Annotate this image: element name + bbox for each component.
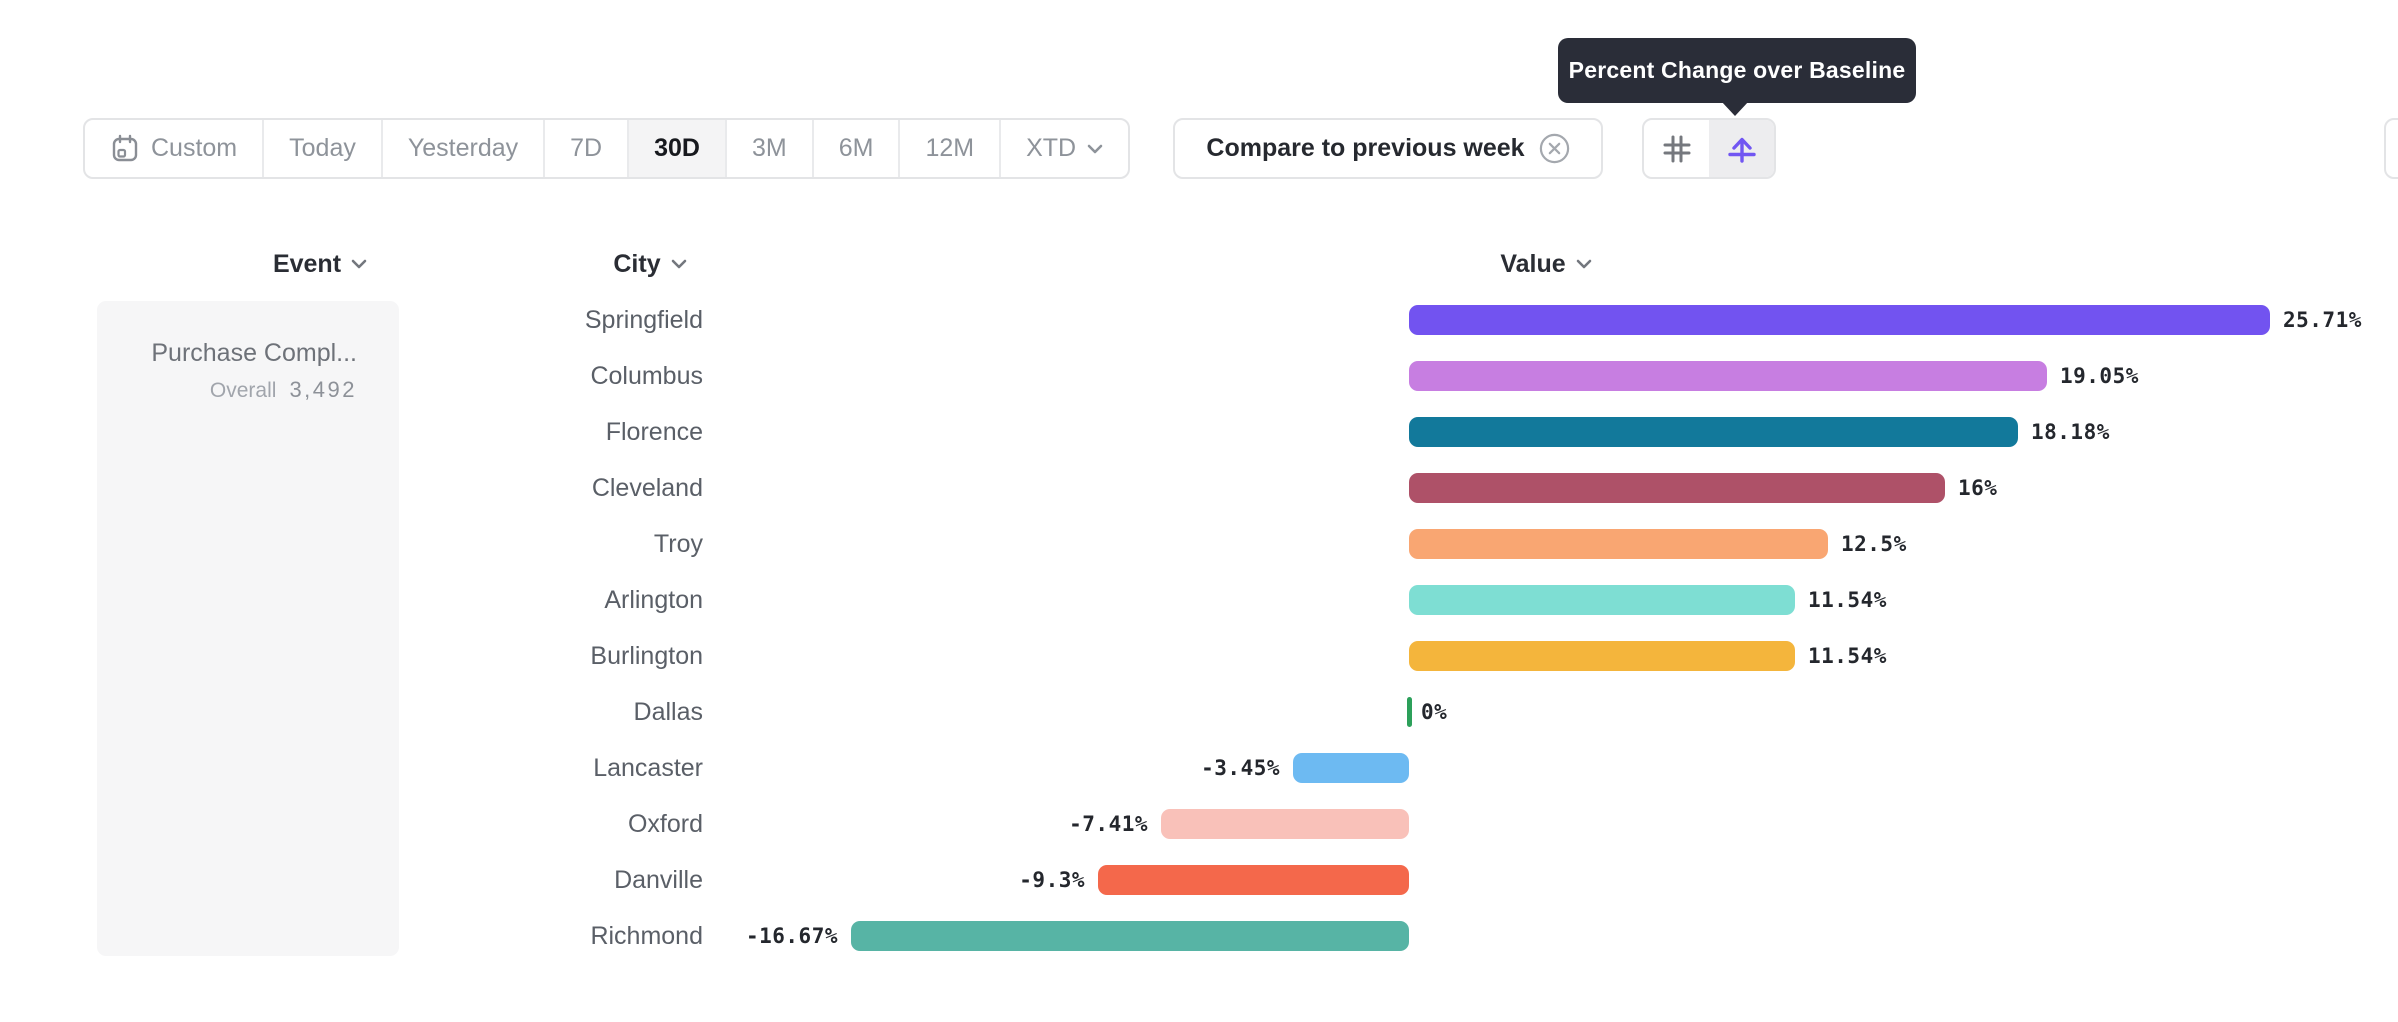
value-label: -9.3% [1019, 868, 1085, 892]
event-overall: Overall 3,492 [97, 377, 357, 403]
column-header-city[interactable]: City [570, 248, 730, 280]
city-label: Columbus [590, 362, 703, 390]
value-bar[interactable] [1407, 697, 1412, 727]
column-header-label: Event [272, 249, 342, 278]
hash-grid-icon [1663, 135, 1690, 162]
date-range-label: Today [289, 134, 356, 162]
overall-label: Overall [209, 379, 277, 402]
event-title: Purchase Compl... [151, 339, 357, 367]
date-range-xtd[interactable]: XTD [1001, 120, 1128, 177]
date-range-30d[interactable]: 30D [629, 120, 727, 177]
overall-value: 3,492 [289, 377, 357, 402]
date-range-3m[interactable]: 3M [727, 120, 814, 177]
date-range-7d[interactable]: 7D [545, 120, 630, 177]
date-range-today[interactable]: Today [264, 120, 383, 177]
city-label: Lancaster [593, 754, 703, 782]
city-label: Dallas [633, 698, 703, 726]
chevron-down-icon [1087, 144, 1103, 153]
date-range-control: Custom Today Yesterday 7D 30D 3M 6M 12M XTD [83, 118, 1131, 179]
date-range-6m[interactable]: 6M [814, 120, 901, 177]
hash-grid-toggle[interactable] [1644, 120, 1709, 177]
event-panel[interactable]: Purchase Compl... Overall 3,492 [97, 301, 399, 956]
city-label: Cleveland [591, 474, 703, 502]
date-range-custom[interactable]: Custom [85, 120, 265, 177]
tooltip: Percent Change over Baseline [1558, 38, 1916, 103]
value-label: 12.5% [1841, 532, 1907, 556]
value-label: 19.05% [2060, 364, 2139, 388]
date-range-yesterday[interactable]: Yesterday [383, 120, 546, 177]
date-range-label: Yesterday [407, 134, 519, 162]
compare-label: Compare to previous week [1206, 134, 1525, 162]
value-bar[interactable] [1293, 753, 1409, 783]
date-range-label: 7D [570, 134, 603, 162]
date-range-label: Custom [151, 134, 238, 162]
city-label: Danville [614, 866, 703, 894]
value-bar[interactable] [1409, 305, 2270, 335]
value-label: -16.67% [745, 924, 838, 948]
city-label: Arlington [604, 586, 703, 614]
date-range-label: XTD [1026, 134, 1077, 162]
chevron-down-icon [671, 259, 686, 269]
tooltip-arrow [1721, 101, 1749, 116]
chevron-down-icon [1576, 259, 1591, 269]
clipped-button[interactable] [2384, 118, 2398, 179]
value-bar[interactable] [1409, 417, 2018, 447]
city-label: Florence [605, 418, 703, 446]
value-label: 11.54% [1808, 588, 1887, 612]
city-label: Troy [653, 530, 703, 558]
value-label: 18.18% [2031, 420, 2110, 444]
value-label: 25.71% [2283, 308, 2362, 332]
value-label: 0% [1421, 700, 1448, 724]
value-label: 16% [1958, 476, 1998, 500]
value-bar[interactable] [851, 921, 1409, 951]
city-label: Oxford [627, 810, 703, 838]
column-header-value[interactable]: Value [1466, 248, 1626, 280]
calendar-icon [112, 134, 138, 162]
compare-button[interactable]: Compare to previous week [1173, 118, 1603, 179]
date-range-label: 6M [838, 134, 874, 162]
date-range-12m[interactable]: 12M [900, 120, 1002, 177]
city-label: Richmond [590, 922, 703, 950]
value-bar[interactable] [1409, 473, 1945, 503]
column-header-label: Value [1500, 249, 1566, 278]
city-label: Springfield [584, 306, 703, 334]
date-range-label: 30D [654, 134, 700, 162]
value-bar[interactable] [1409, 529, 1828, 559]
value-label: -3.45% [1201, 756, 1280, 780]
value-bar[interactable] [1098, 865, 1409, 895]
value-label: 11.54% [1808, 644, 1887, 668]
column-header-label: City [613, 249, 661, 278]
chevron-down-icon [351, 259, 367, 269]
value-bar[interactable] [1409, 641, 1795, 671]
value-bar[interactable] [1409, 361, 2047, 391]
baseline-lift-icon [1727, 137, 1756, 163]
tooltip-text: Percent Change over Baseline [1568, 57, 1906, 83]
date-range-label: 3M [751, 134, 787, 162]
city-label: Burlington [590, 642, 703, 670]
value-bar[interactable] [1409, 585, 1795, 615]
value-bar[interactable] [1161, 809, 1409, 839]
close-circle-icon[interactable] [1539, 133, 1570, 164]
date-range-label: 12M [925, 134, 975, 162]
baseline-lift-toggle[interactable] [1709, 120, 1774, 177]
view-toggle-group [1642, 118, 1776, 179]
column-header-event[interactable]: Event [240, 248, 400, 280]
value-label: -7.41% [1069, 812, 1148, 836]
